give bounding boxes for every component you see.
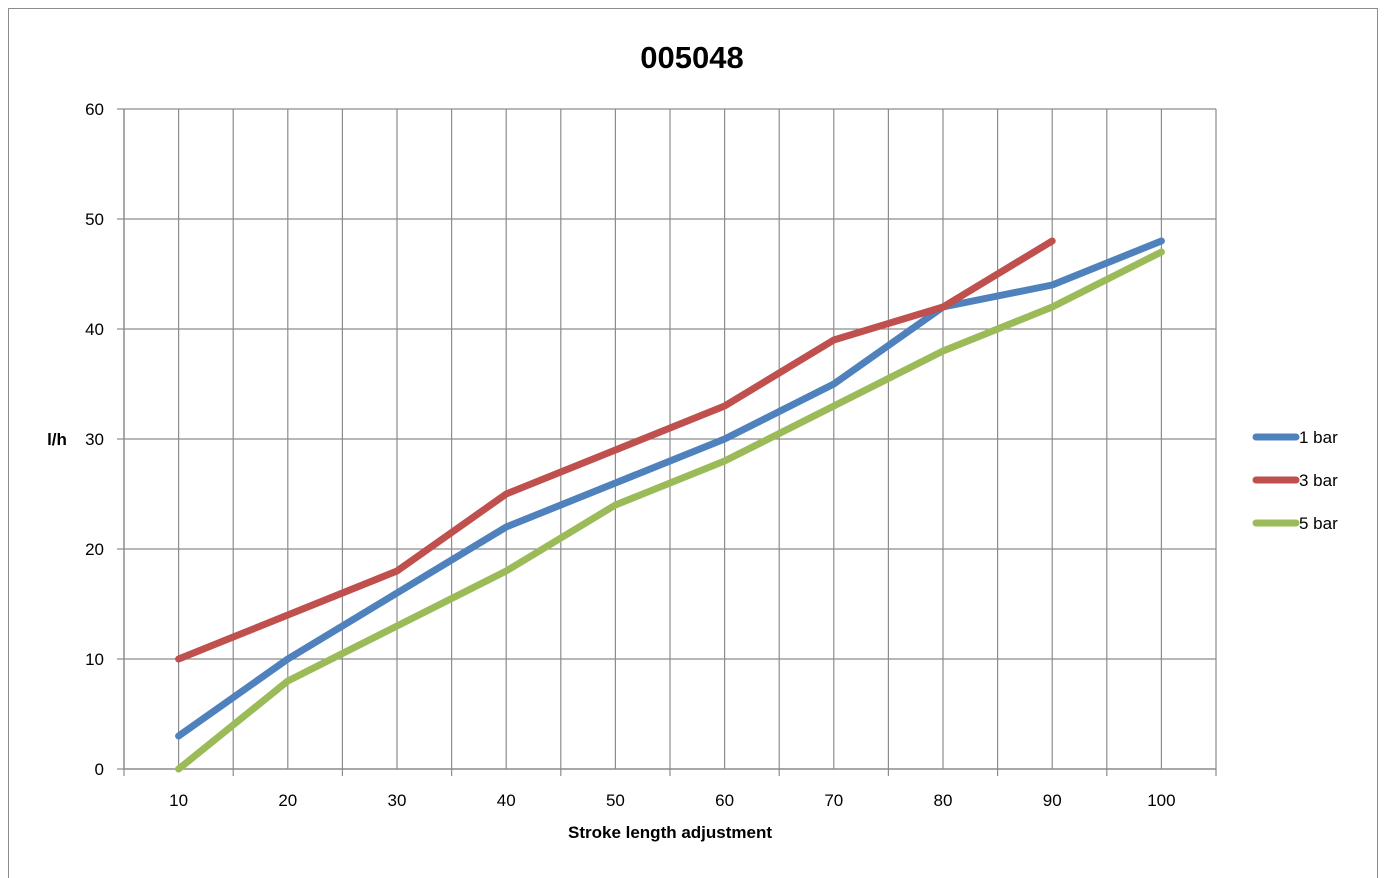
legend: 1 bar 3 bar 5 bar xyxy=(1252,428,1338,533)
x-tick-label: 40 xyxy=(497,791,516,810)
x-tick-label: 100 xyxy=(1147,791,1175,810)
chart-title: 005048 xyxy=(640,40,743,75)
y-tick-label: 50 xyxy=(85,210,104,229)
y-tick-label: 60 xyxy=(85,100,104,119)
chart-frame xyxy=(8,8,1378,878)
x-tick-label: 10 xyxy=(169,791,188,810)
legend-label: 5 bar xyxy=(1299,514,1338,533)
y-tick-label: 10 xyxy=(85,650,104,669)
x-tick-label: 90 xyxy=(1043,791,1062,810)
gridlines xyxy=(124,108,1217,769)
series-line-3-bar xyxy=(175,237,1056,663)
legend-label: 3 bar xyxy=(1299,471,1338,490)
y-axis-title: l/h xyxy=(47,430,67,449)
series-line-1-bar xyxy=(175,237,1165,740)
legend-label: 1 bar xyxy=(1299,428,1338,447)
x-tick-label: 70 xyxy=(824,791,843,810)
y-tick-label: 0 xyxy=(95,760,104,779)
y-tick-label: 30 xyxy=(85,430,104,449)
x-tick-label: 20 xyxy=(278,791,297,810)
series-line-5-bar xyxy=(175,248,1165,773)
axes: 0 10 20 30 40 50 60 10 20 30 40 50 60 70 80 90 100 xyxy=(85,100,1217,810)
x-axis-title: Stroke length adjustment xyxy=(568,823,772,842)
y-tick-label: 40 xyxy=(85,320,104,339)
x-tick-label: 50 xyxy=(606,791,625,810)
y-tick-label: 20 xyxy=(85,540,104,559)
x-tick-label: 80 xyxy=(934,791,953,810)
series-lines xyxy=(175,237,1165,773)
x-tick-label: 60 xyxy=(715,791,734,810)
x-tick-label: 30 xyxy=(388,791,407,810)
